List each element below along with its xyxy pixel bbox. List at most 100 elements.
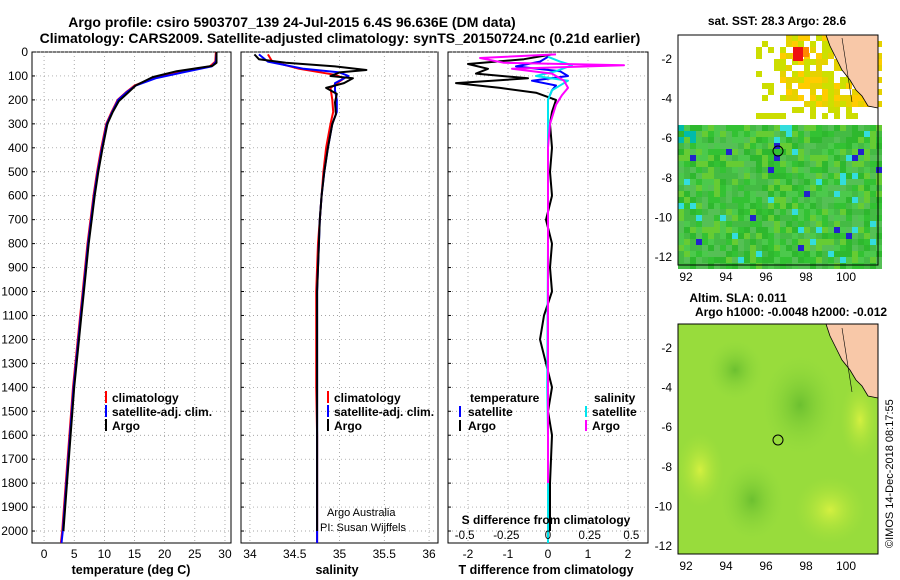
s-diff-tick-label: -0.25 — [493, 530, 519, 542]
sst-map-cell — [732, 233, 738, 239]
sst-map-cell — [690, 131, 696, 137]
sst-map-cell — [816, 149, 822, 155]
difference-series-line — [515, 55, 569, 543]
sst-map-cell — [804, 149, 810, 155]
salinity-xtick-label: 34.5 — [283, 547, 307, 561]
sst-map-cell — [762, 251, 768, 257]
sst-map-cell — [810, 221, 816, 227]
sst-map-cell — [828, 143, 834, 149]
sst-map-cell — [732, 137, 738, 143]
depth-tick-label: 1600 — [1, 428, 28, 442]
sst-map-cell — [834, 149, 840, 155]
sst-map-cell — [846, 125, 852, 131]
sla-map-title-line1: Altim. SLA: 0.011 — [689, 291, 787, 305]
sst-map-cell — [804, 179, 810, 185]
sst-map-cell — [786, 89, 792, 95]
sst-map-cell — [762, 263, 768, 269]
sst-map-cell — [792, 257, 798, 263]
sst-map-cell — [828, 257, 834, 263]
sst-map-cell — [846, 251, 852, 257]
sst-map-cell — [702, 203, 708, 209]
sst-map-cell — [768, 131, 774, 137]
sst-map-cell — [762, 167, 768, 173]
sst-map-cell — [852, 257, 858, 263]
sst-map-cell — [810, 125, 816, 131]
sst-map-cell — [720, 203, 726, 209]
sst-map-cell — [816, 101, 822, 107]
sst-map-cell — [852, 215, 858, 221]
sst-map-cell — [786, 215, 792, 221]
sst-map-cell — [828, 251, 834, 257]
sst-map-cell — [810, 173, 816, 179]
sst-map-cell — [792, 35, 798, 41]
sst-map-cell — [678, 251, 684, 257]
sst-map-cell — [714, 125, 720, 131]
temperature-legend: climatology satellite-adj. clim. Argo — [105, 391, 212, 433]
sst-map-cell — [678, 167, 684, 173]
depth-tick-label: 1900 — [1, 500, 28, 514]
grid-layer — [32, 51, 648, 543]
sst-map-cell — [822, 41, 828, 47]
sst-map-cell — [834, 191, 840, 197]
sst-map-cell — [714, 185, 720, 191]
sst-map-cell — [840, 155, 846, 161]
sst-map-cell — [714, 251, 720, 257]
legend-title-temperature: temperature — [470, 391, 540, 405]
sst-map-cell — [720, 233, 726, 239]
sst-map-cell — [822, 77, 828, 83]
sst-map-cell — [840, 167, 846, 173]
sst-map-cell — [762, 155, 768, 161]
sst-map-cell — [750, 227, 756, 233]
sst-map-cell — [774, 179, 780, 185]
sst-map-cell — [792, 41, 798, 47]
sst-map-cell — [762, 161, 768, 167]
sst-map-cell — [792, 263, 798, 269]
sst-map-lon-tick-label: 92 — [679, 270, 693, 284]
sst-map-cell — [876, 131, 882, 137]
sst-map-cell — [756, 245, 762, 251]
sst-map-cell — [750, 167, 756, 173]
sla-map-lon-tick-label: 92 — [679, 559, 693, 573]
sst-map-cell — [798, 59, 804, 65]
sst-map-cell — [726, 143, 732, 149]
sst-map-cell — [750, 239, 756, 245]
difference-xtick-label: -1 — [503, 547, 514, 561]
sst-map-cell — [828, 101, 834, 107]
sst-map-cell — [828, 149, 834, 155]
sst-map-cell — [720, 245, 726, 251]
sst-map-cell — [684, 131, 690, 137]
sst-map-cell — [834, 131, 840, 137]
sst-map-cell — [708, 131, 714, 137]
sst-map-cell — [744, 197, 750, 203]
sst-map-cell — [690, 179, 696, 185]
sst-map-cell — [792, 161, 798, 167]
sst-map-cell — [864, 245, 870, 251]
sst-map-cell — [834, 239, 840, 245]
sst-map-cell — [750, 173, 756, 179]
sst-map-cell — [858, 101, 864, 107]
sst-map-cell — [702, 131, 708, 137]
sst-map-cell — [834, 263, 840, 269]
sst-map-cell — [822, 53, 828, 59]
sst-map-cell — [870, 155, 876, 161]
sst-map-cell — [744, 209, 750, 215]
sst-map-cell — [738, 185, 744, 191]
sst-map-cell — [714, 257, 720, 263]
sst-map-cell — [876, 149, 882, 155]
sst-map-cell — [816, 35, 822, 41]
sst-map-cell — [792, 95, 798, 101]
sla-map-lat-tick-label: -8 — [661, 460, 672, 474]
sst-map-cell — [708, 239, 714, 245]
figure-title-line2: Climatology: CARS2009. Satellite-adjuste… — [40, 30, 641, 46]
depth-tick-label: 1100 — [2, 308, 28, 322]
sst-map-cell — [720, 227, 726, 233]
sst-map-cell — [786, 209, 792, 215]
sst-map-cell — [792, 245, 798, 251]
sst-map-cell — [834, 83, 840, 89]
sst-map-cell — [690, 125, 696, 131]
sst-map-cell — [846, 257, 852, 263]
sst-map-cell — [846, 161, 852, 167]
sst-map-lat-tick-label: -8 — [661, 171, 672, 185]
sst-map-cell — [744, 191, 750, 197]
sst-map-cell — [732, 209, 738, 215]
